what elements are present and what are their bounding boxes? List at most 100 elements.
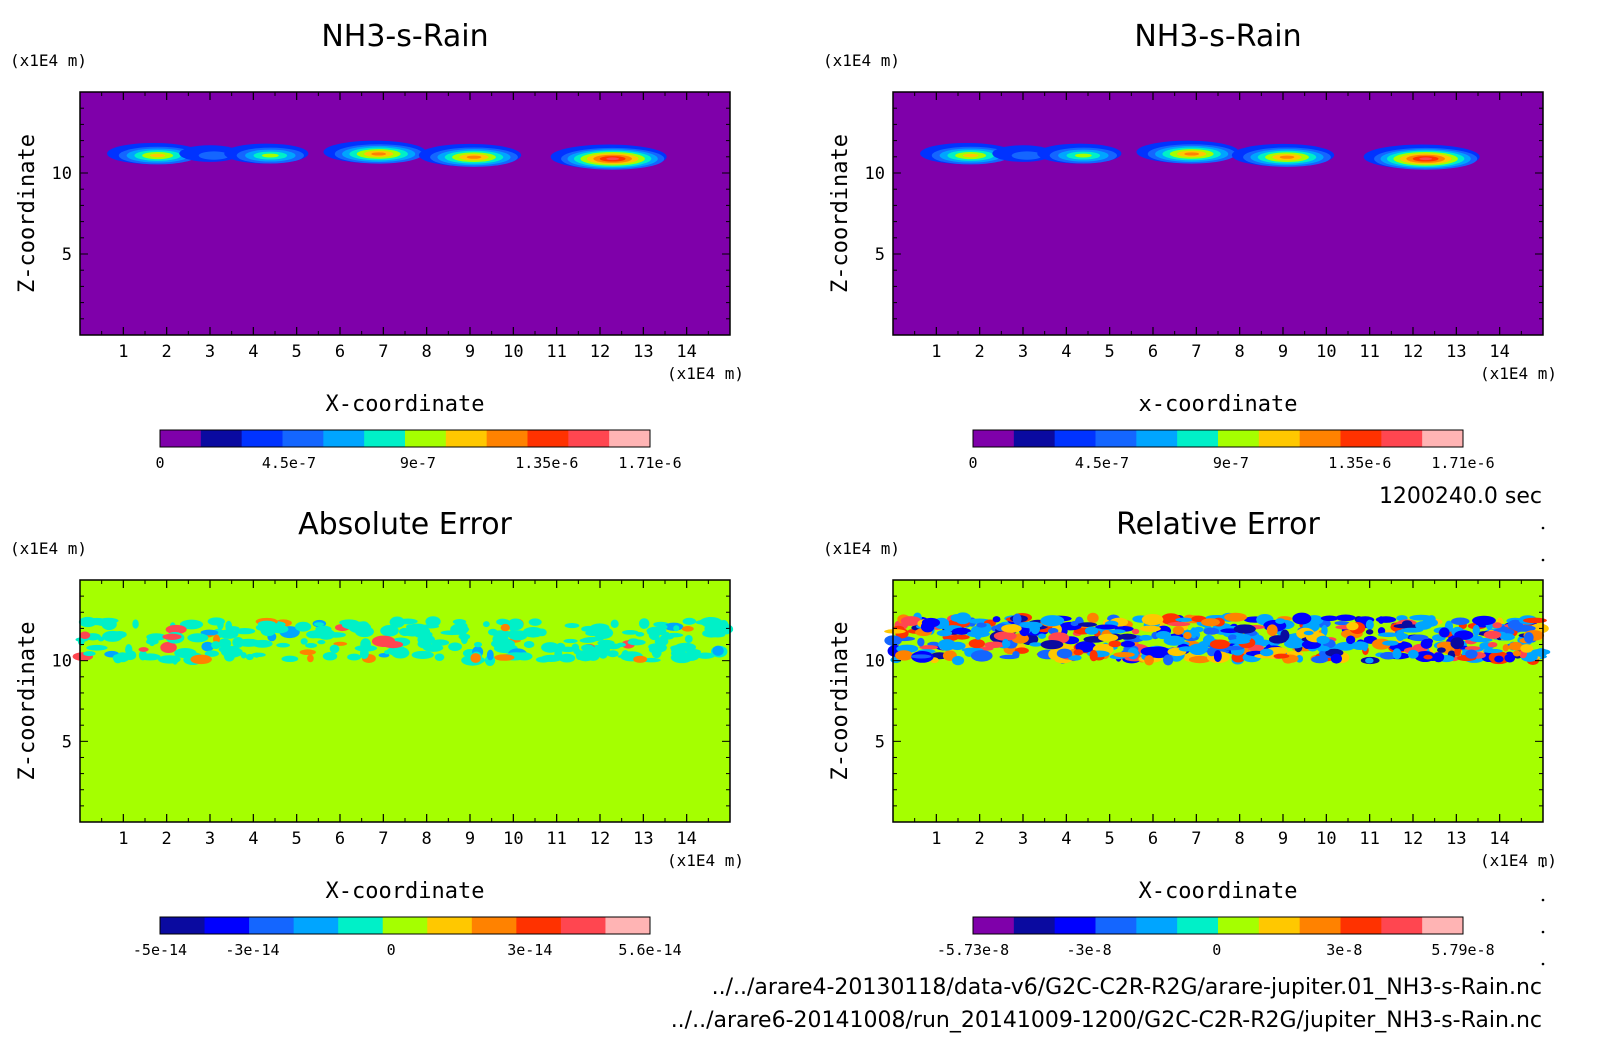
noise-cell — [411, 650, 434, 659]
noise-cell — [1089, 650, 1098, 662]
x-tick-label: 10 — [1316, 342, 1336, 362]
plot-area — [80, 92, 730, 335]
x-tick-label: 6 — [335, 342, 345, 362]
noise-cell — [610, 619, 619, 628]
y-axis-label: Z-coordinate — [828, 134, 853, 293]
x-tick-label: 11 — [546, 829, 566, 849]
noise-cell — [1472, 615, 1496, 626]
noise-cell — [1233, 624, 1256, 634]
noise-cell — [1197, 641, 1209, 654]
noise-cell — [1224, 612, 1248, 622]
rain-cloud-5 — [418, 143, 522, 167]
noise-cell — [190, 654, 212, 665]
noise-cell — [1392, 648, 1402, 660]
time-label: 1200240.0 sec — [1378, 484, 1542, 509]
noise-cell — [1280, 629, 1290, 642]
noise-cell — [674, 642, 697, 652]
colorbar-swatch — [445, 430, 488, 447]
noise-cell — [1450, 637, 1465, 650]
noise-cell — [559, 646, 577, 653]
colorbar-swatch — [560, 917, 606, 934]
y-axis-label: Z-coordinate — [828, 622, 853, 781]
x-tick-label: 3 — [1018, 342, 1028, 362]
colorbar-swatch — [568, 430, 610, 447]
y-axis-label: Z-coordinate — [15, 622, 40, 781]
noise-cell — [1040, 615, 1065, 627]
colorbar-label: 0 — [387, 941, 396, 959]
noise-cell — [488, 628, 498, 636]
noise-cell — [1292, 612, 1312, 625]
noise-cell — [139, 653, 161, 661]
noise-cell — [681, 626, 694, 632]
colorbar-swatch — [1218, 917, 1260, 934]
noise-cell — [448, 642, 462, 652]
colorbar-label: 3e-14 — [507, 941, 552, 959]
chart-title: Relative Error — [1116, 507, 1320, 542]
noise-cell — [500, 623, 510, 632]
edge-dot — [1541, 864, 1545, 868]
contour-level — [962, 153, 979, 158]
x-tick-label: 5 — [292, 829, 302, 849]
noise-cell — [1351, 641, 1369, 651]
error-noise-band — [884, 612, 1551, 666]
chart-title: NH3-s-Rain — [1134, 19, 1301, 54]
noise-cell — [347, 653, 362, 661]
noise-cell — [1078, 622, 1098, 628]
x-tick-label: 14 — [676, 342, 696, 362]
noise-cell — [281, 655, 299, 662]
x-tick-label: 13 — [633, 829, 653, 849]
colorbar-label: 1.35e-6 — [1328, 454, 1391, 472]
x-tick-label: 7 — [378, 342, 388, 362]
y-tick-label: 5 — [62, 732, 72, 752]
noise-cell — [575, 651, 583, 660]
noise-cell — [165, 624, 187, 635]
noise-cell — [1098, 633, 1119, 642]
noise-cell — [300, 638, 308, 645]
rain-cloud-4 — [1136, 140, 1239, 164]
noise-cell — [954, 634, 970, 640]
x-tick-label: 3 — [205, 829, 215, 849]
noise-cell — [1087, 612, 1099, 624]
noise-cell — [658, 624, 668, 630]
noise-cell — [660, 634, 674, 640]
colorbar-swatch — [1013, 430, 1056, 447]
noise-cell — [1144, 655, 1154, 666]
noise-cell — [884, 629, 906, 634]
chart-panel-1: NH3-s-Rain(x1E4 m)1 2 3 4 5 6 7 8 9 10 11 12 13 14510… — [10, 19, 744, 472]
noise-cell — [382, 640, 404, 649]
colorbar-swatch — [241, 430, 283, 447]
noise-cell — [1321, 624, 1328, 637]
noise-cell — [564, 622, 580, 629]
noise-cell — [1139, 625, 1161, 632]
x-tick-label: 12 — [1403, 829, 1423, 849]
noise-cell — [1167, 621, 1191, 627]
x-tick-label: 6 — [335, 829, 345, 849]
noise-cell — [1365, 619, 1374, 630]
chart-panel-2: NH3-s-Rain(x1E4 m)1 2 3 4 5 6 7 8 9 10 11 12 13 14510… — [823, 19, 1557, 472]
noise-cell — [949, 641, 966, 651]
noise-cell — [470, 653, 481, 663]
noise-cell — [307, 654, 314, 663]
noise-cell — [1454, 646, 1461, 657]
noise-cell — [359, 648, 369, 660]
colorbar-swatch — [1422, 917, 1464, 934]
contour-level — [261, 153, 279, 158]
noise-cell — [1131, 628, 1140, 635]
noise-cell — [1335, 614, 1356, 622]
colorbar-swatch — [605, 917, 651, 934]
noise-cell — [1193, 626, 1204, 633]
colorbar-label: 1.71e-6 — [1431, 454, 1494, 472]
noise-cell — [1067, 654, 1082, 661]
noise-cell — [276, 642, 290, 648]
noise-cell — [1001, 624, 1022, 633]
noise-cell — [223, 645, 241, 658]
noise-cell — [1207, 647, 1217, 657]
rain-cloud-6 — [1363, 144, 1480, 170]
noise-cell — [1420, 638, 1433, 649]
colorbar-frame — [159, 916, 651, 935]
noise-cell — [516, 652, 533, 661]
y-axis-label: Z-coordinate — [15, 134, 40, 293]
noise-cell — [218, 629, 239, 639]
noise-cell — [1382, 640, 1399, 646]
x-tick-label: 2 — [975, 829, 985, 849]
